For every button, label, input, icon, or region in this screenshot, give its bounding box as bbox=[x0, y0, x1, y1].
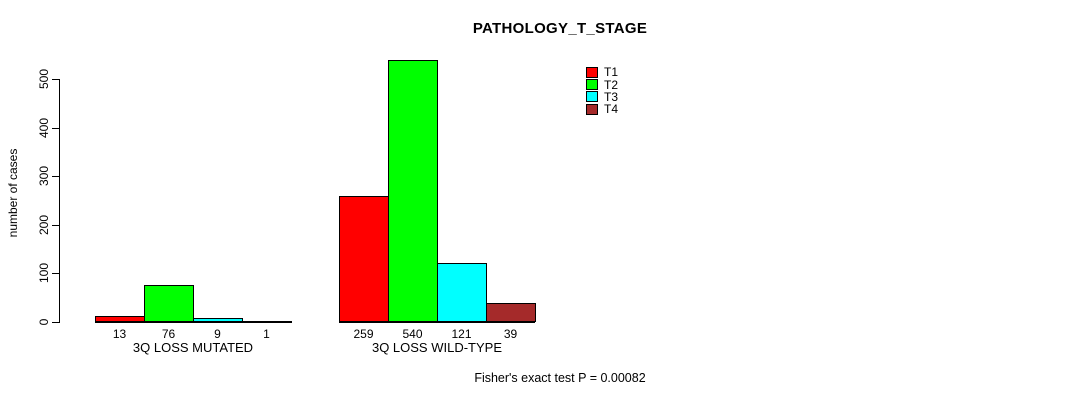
bar-value-label: 39 bbox=[503, 327, 518, 341]
y-axis-line bbox=[59, 79, 60, 323]
y-axis-tick bbox=[52, 127, 59, 129]
legend-item-t4: T4 bbox=[586, 103, 618, 115]
y-axis-tick bbox=[52, 224, 59, 226]
y-axis-tick bbox=[52, 322, 59, 323]
legend-swatch-t4 bbox=[586, 103, 598, 115]
bar-value-label: 76 bbox=[161, 327, 176, 341]
legend-label: T1 bbox=[604, 65, 619, 80]
y-tick-label: 200 bbox=[37, 214, 51, 235]
legend-swatch-t3 bbox=[586, 91, 598, 103]
legend-label: T2 bbox=[604, 77, 619, 92]
bar-t3-group1 bbox=[193, 317, 243, 322]
y-tick-label: 500 bbox=[37, 68, 51, 90]
bar-value-label: 13 bbox=[112, 327, 127, 341]
bar-value-label: 9 bbox=[214, 327, 221, 341]
x-axis-baseline bbox=[95, 322, 291, 323]
bar-t1-group1 bbox=[95, 315, 145, 322]
y-tick-label: 0 bbox=[37, 318, 51, 326]
bar-t3-group2 bbox=[437, 263, 487, 322]
y-tick-label: 400 bbox=[37, 117, 51, 138]
legend-item-t2: T2 bbox=[586, 77, 619, 92]
bar-t1-group2 bbox=[339, 196, 389, 322]
legend-swatch-t1 bbox=[586, 66, 598, 78]
y-axis-tick bbox=[52, 273, 59, 275]
legend-label: T4 bbox=[604, 102, 619, 117]
legend-item-t1: T1 bbox=[586, 66, 618, 78]
bar-t4-group1 bbox=[242, 321, 292, 323]
chart-title: PATHOLOGY_T_STAGE bbox=[472, 20, 648, 37]
bar-value-label: 121 bbox=[451, 327, 472, 341]
statistical-test-annotation: Fisher's exact test P = 0.00082 bbox=[474, 371, 646, 385]
legend: T1 T2 T3 T4 bbox=[586, 66, 618, 116]
x-category-label: 3Q LOSS WILD-TYPE bbox=[371, 340, 503, 355]
legend-item-t3: T3 bbox=[586, 91, 618, 103]
y-axis-tick bbox=[52, 79, 59, 80]
y-axis-label: number of cases bbox=[6, 148, 20, 238]
y-axis-tick bbox=[52, 176, 59, 178]
x-axis-baseline bbox=[339, 322, 535, 323]
bar-value-label: 1 bbox=[263, 327, 270, 341]
legend-label: T3 bbox=[604, 89, 619, 104]
bar-value-label: 540 bbox=[402, 327, 423, 341]
y-tick-label: 300 bbox=[37, 166, 51, 187]
bar-t4-group2 bbox=[486, 303, 536, 322]
y-tick-label: 100 bbox=[37, 263, 51, 284]
bar-t2-group1 bbox=[144, 285, 194, 322]
legend-swatch-t2 bbox=[586, 79, 598, 91]
bar-t2-group2 bbox=[388, 59, 438, 322]
bar-value-label: 259 bbox=[353, 327, 374, 341]
x-category-label: 3Q LOSS MUTATED bbox=[132, 340, 254, 355]
